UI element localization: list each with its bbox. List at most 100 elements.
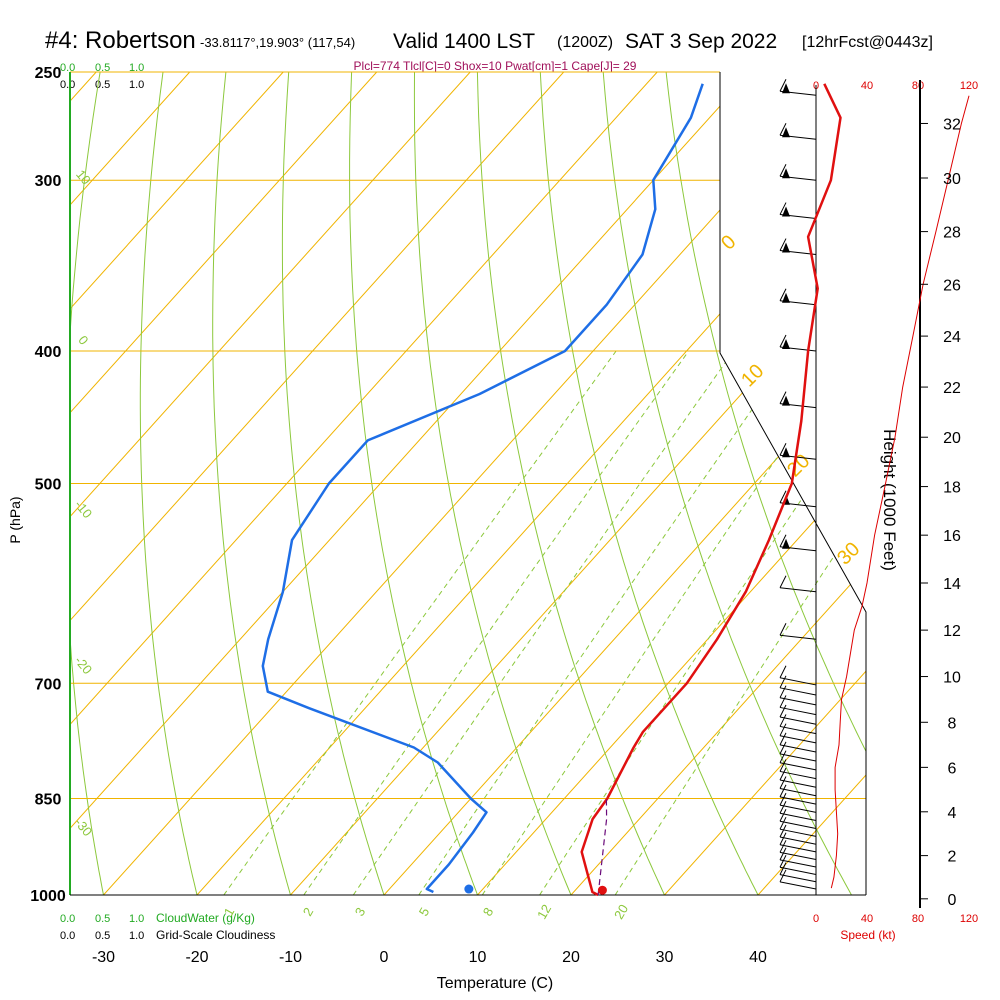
cloud-black-tick-bottom-0: 0.0: [60, 930, 75, 942]
height-tick-label: 14: [943, 576, 961, 593]
wind-barb-shaft: [779, 735, 817, 744]
height-tick-label: 12: [943, 623, 961, 640]
wind-barb-feather: [779, 792, 787, 806]
wind-speed-line: [830, 95, 970, 889]
wind-barb-pennant: [782, 127, 790, 138]
wind-barb-feather: [779, 334, 787, 348]
height-tick-label: 4: [948, 805, 957, 822]
speed-tick-top-1: 40: [861, 80, 873, 92]
wind-barb-feather: [779, 732, 787, 746]
temperature-tick-label: 20: [562, 949, 580, 966]
wind-barb-shaft: [779, 859, 817, 868]
wind-barb-shaft: [779, 753, 817, 762]
dry-adiabat-line: [981, 72, 1000, 895]
wind-barb-feather: [779, 202, 787, 215]
speed-tick-top-2: 80: [912, 80, 924, 92]
temperature-tick-label: -30: [92, 949, 115, 966]
wind-barb-feather: [779, 840, 787, 853]
cloud-black-tick-top-0: 0.0: [60, 79, 75, 91]
isotherm-line: [70, 72, 284, 895]
pressure-tick-label: 250: [35, 65, 62, 82]
pressure-tick-label: 1000: [30, 888, 66, 905]
dry-adiabat-label: 10: [73, 167, 94, 188]
speed-tick-bottom-0: 0: [813, 913, 819, 925]
pressure-tick-label: 700: [35, 676, 62, 693]
header-coords: -33.8117°,19.903° (117,54): [200, 35, 355, 50]
mixing-ratio-line: [418, 350, 794, 895]
wind-barb-pennant: [782, 206, 790, 217]
dry-adiabat-label: -20: [72, 653, 96, 677]
dry-adiabat-line: [602, 72, 852, 895]
cloud-green-tick-top-2: 1.0: [129, 62, 144, 74]
dewpoint-profile-line: [261, 83, 704, 894]
pressure-tick-label: 500: [35, 477, 62, 494]
wind-barb-shaft: [779, 828, 817, 837]
wind-barb-shaft: [779, 796, 817, 805]
wind-barb-pennant: [782, 447, 790, 458]
wind-barb-shaft: [779, 697, 817, 706]
height-tick-label: 22: [943, 380, 961, 397]
cloudwater-label: CloudWater (g/Kg): [156, 911, 255, 925]
wind-barb-shaft: [779, 725, 817, 735]
cloud-green-tick-bottom-0: 0.0: [60, 913, 75, 925]
wind-barb-shaft: [779, 836, 817, 845]
wind-barb-feather: [779, 695, 787, 708]
wind-barb-feather: [779, 79, 787, 92]
height-tick-label: 24: [943, 329, 961, 346]
pressure-tick-label: 300: [35, 173, 62, 190]
wind-barb-feather: [779, 801, 787, 814]
isotherm-line: [664, 72, 866, 895]
cloud-green-tick-bottom-1: 0.5: [95, 913, 110, 925]
isobar-lines: [70, 71, 866, 896]
dry-adiabat-label: 0: [75, 333, 91, 348]
surface-temperature-dot: [597, 885, 607, 895]
height-tick-label: 8: [948, 715, 957, 732]
isotherm-label: 30: [833, 538, 864, 569]
wind-barb-feather: [779, 123, 787, 136]
dry-adiabat-line: [349, 72, 478, 895]
wind-barb-shaft: [779, 744, 817, 753]
wind-barb-shaft: [779, 788, 817, 797]
parcel-path-line: [597, 798, 608, 896]
mixing-ratio-line: [223, 350, 617, 895]
mixing-ratio-line: [481, 350, 851, 895]
mixing-ratio-line: [614, 350, 866, 895]
cloud-green-tick-top-0: 0.0: [60, 62, 75, 74]
wind-barb-pennant: [782, 242, 790, 253]
wind-barb-shaft: [779, 820, 817, 829]
temperature-tick-label: 0: [380, 949, 389, 966]
header-title-prefix: #4: Robertson: [45, 27, 196, 54]
speed-tick-bottom-2: 80: [912, 913, 924, 925]
wind-barb-feather: [779, 575, 787, 588]
wind-barb-shaft: [779, 770, 817, 780]
wind-barb-feather: [779, 869, 787, 883]
dry-adiabat-label: -10: [72, 497, 96, 521]
cloud-black-tick-bottom-1: 0.5: [95, 930, 110, 942]
cloud-green-tick-bottom-2: 1.0: [129, 913, 144, 925]
pressure-tick-label: 400: [35, 344, 62, 361]
temperature-tick-label: -10: [279, 949, 302, 966]
wind-barb-feather: [779, 443, 787, 456]
dry-adiabat-line: [539, 72, 759, 895]
temperature-tick-label: 40: [749, 949, 767, 966]
wind-barb-shaft: [779, 706, 817, 716]
height-tick-label: 16: [943, 528, 961, 545]
wind-barb-feather: [779, 809, 787, 822]
speed-scale: 0 40 80 120 0 40 80 120 Speed (kt): [813, 80, 978, 942]
wind-barb-pennant: [782, 168, 790, 179]
wind-barb-shaft: [779, 587, 817, 593]
mixing-ratio-line: [352, 350, 735, 895]
isotherm-line: [0, 72, 3, 895]
height-tick-label: 26: [943, 277, 961, 294]
speed-label: Speed (kt): [840, 928, 895, 942]
dry-adiabat-line: [476, 72, 665, 895]
height-tick-label: 6: [948, 760, 957, 777]
mixing-ratio-label: 2: [300, 905, 317, 919]
height-tick-label: 30: [943, 171, 961, 188]
dry-adiabat-line: [70, 72, 104, 895]
height-tick-label: 0: [948, 892, 957, 909]
isotherm-line: [757, 72, 866, 895]
wind-barb-feather: [779, 862, 787, 875]
plot-frame: [69, 72, 921, 908]
